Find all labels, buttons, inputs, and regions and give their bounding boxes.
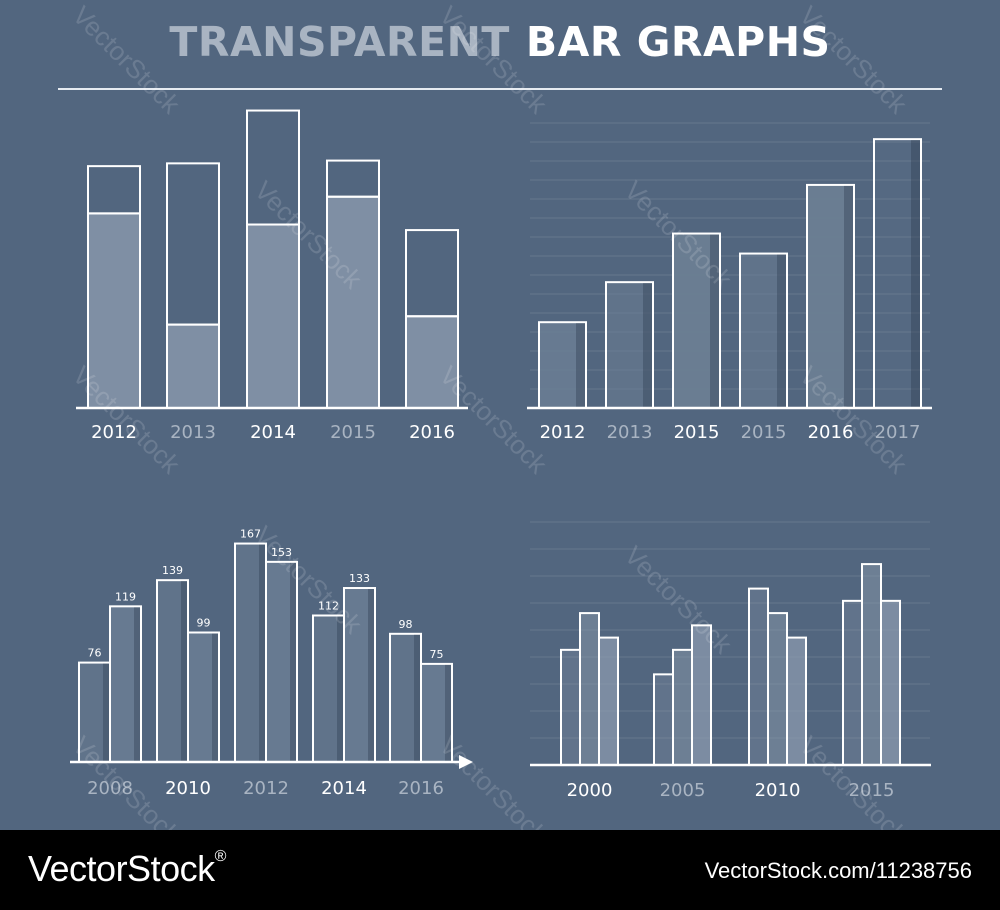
c3-data-label: 112 xyxy=(318,599,339,612)
c1-tick-label: 2015 xyxy=(330,422,376,443)
c1-tick-label: 2013 xyxy=(170,422,216,443)
c4-tick-label: 2005 xyxy=(660,780,706,801)
c4-bar xyxy=(653,673,674,766)
page-title: TRANSPARENT BAR GRAPHS xyxy=(0,18,1000,66)
c3-tick-label: 2008 xyxy=(87,778,133,799)
c2-bar xyxy=(538,321,587,410)
c2-bar xyxy=(672,232,721,409)
c4-bar xyxy=(672,648,693,766)
c3-data-label: 167 xyxy=(240,528,261,541)
c2-bar-shadow xyxy=(911,140,920,407)
c3-data-label: 99 xyxy=(197,616,211,629)
c3-bar-shadow xyxy=(414,634,420,761)
c3-bar xyxy=(187,631,220,764)
c2-tick-label: 2013 xyxy=(607,422,653,443)
c2-tick-label: 2016 xyxy=(808,422,854,443)
c1-bar-frame xyxy=(87,165,141,215)
footer-brand-reg: ® xyxy=(214,848,227,865)
c3-bar-shadow xyxy=(290,562,296,761)
c2-bar-shadow xyxy=(844,185,853,407)
c4-tick-label: 2000 xyxy=(567,780,613,801)
c3-tick-label: 2010 xyxy=(165,778,211,799)
c3-data-label: 76 xyxy=(88,647,102,660)
c4-bar xyxy=(786,636,807,766)
c3-bar xyxy=(343,587,376,763)
c1-bar-frame xyxy=(405,229,459,318)
c3-data-label: 119 xyxy=(115,590,136,603)
c3-bar xyxy=(312,614,345,763)
c1-bar-frame xyxy=(246,109,300,226)
c2-tick-label: 2017 xyxy=(875,422,921,443)
footer-brand-text: VectorStock xyxy=(28,848,215,889)
c1-bar-filled xyxy=(405,315,459,410)
c3-bar-shadow xyxy=(337,616,343,761)
c3-bar-shadow xyxy=(134,607,140,761)
c2-bar xyxy=(739,252,788,409)
c1-bar-frame xyxy=(166,162,220,326)
footer-bar: VectorStock® VectorStock.com/11238756 xyxy=(0,830,1000,910)
c2-bar-shadow xyxy=(777,254,786,407)
c2-bar-shadow xyxy=(710,234,719,407)
c4-bar xyxy=(560,648,581,766)
c3-tick-label: 2016 xyxy=(398,778,444,799)
c3-data-label: 139 xyxy=(162,564,183,577)
c3-bar xyxy=(265,560,298,763)
c2-bar-shadow xyxy=(643,283,652,407)
c3-bar xyxy=(420,662,453,764)
c4-bar xyxy=(579,612,600,766)
c3-data-label: 133 xyxy=(349,572,370,585)
c3-tick-label: 2012 xyxy=(243,778,289,799)
c3-tick-label: 2014 xyxy=(321,778,367,799)
c3-data-label: 75 xyxy=(430,648,444,661)
c2-bar-shadow xyxy=(576,323,585,407)
c2-tick-label: 2012 xyxy=(540,422,586,443)
c1-bar-filled xyxy=(326,195,380,409)
c3-bar-shadow xyxy=(181,581,187,761)
footer-brand: VectorStock® xyxy=(28,848,226,890)
c3-data-label: 98 xyxy=(399,618,413,631)
c4-bar xyxy=(880,599,901,766)
c2-tick-label: 2015 xyxy=(741,422,787,443)
c1-tick-label: 2014 xyxy=(250,422,296,443)
title-divider xyxy=(58,88,942,90)
c1-bar-filled xyxy=(166,323,220,410)
c3-bar-shadow xyxy=(103,663,109,761)
footer-image-id: VectorStock.com/11238756 xyxy=(704,858,972,883)
c1-tick-label: 2012 xyxy=(91,422,137,443)
c2-bar xyxy=(605,281,654,409)
c1-tick-label: 2016 xyxy=(409,422,455,443)
c3-bar-shadow xyxy=(259,544,265,761)
c3-bar-shadow xyxy=(445,664,451,761)
title-part-bar-graphs: BAR GRAPHS xyxy=(525,18,831,66)
c4-tick-label: 2010 xyxy=(755,780,801,801)
c2-tick-label: 2015 xyxy=(674,422,720,443)
c4-bar xyxy=(767,612,788,766)
c1-bar-frame xyxy=(326,159,380,198)
c4-bar xyxy=(598,636,619,766)
charts-canvas: 2012 2013 2014 2015 2016 2012 2013 2015 2015 2016… xyxy=(70,109,932,801)
c3-axis-arrow-icon xyxy=(459,755,473,769)
stage: TRANSPARENT BAR GRAPHS 2012 2013 2014 2015 20… xyxy=(0,18,1000,801)
c1-bar-filled xyxy=(246,223,300,409)
c4-bar xyxy=(842,599,863,766)
c3-bar xyxy=(109,605,142,764)
c1-bar-filled xyxy=(87,212,141,409)
c2-bar xyxy=(806,183,855,409)
c4-bar xyxy=(748,587,769,766)
c3-data-label: 153 xyxy=(271,546,292,559)
c3-bar xyxy=(156,579,189,763)
c2-bar xyxy=(873,138,922,409)
title-part-transparent: TRANSPARENT xyxy=(169,18,510,66)
c3-bar-shadow xyxy=(212,633,218,761)
c4-bar xyxy=(691,624,712,766)
c3-bar-shadow xyxy=(368,589,374,761)
c4-bar xyxy=(861,563,882,766)
c4-tick-label: 2015 xyxy=(849,780,895,801)
